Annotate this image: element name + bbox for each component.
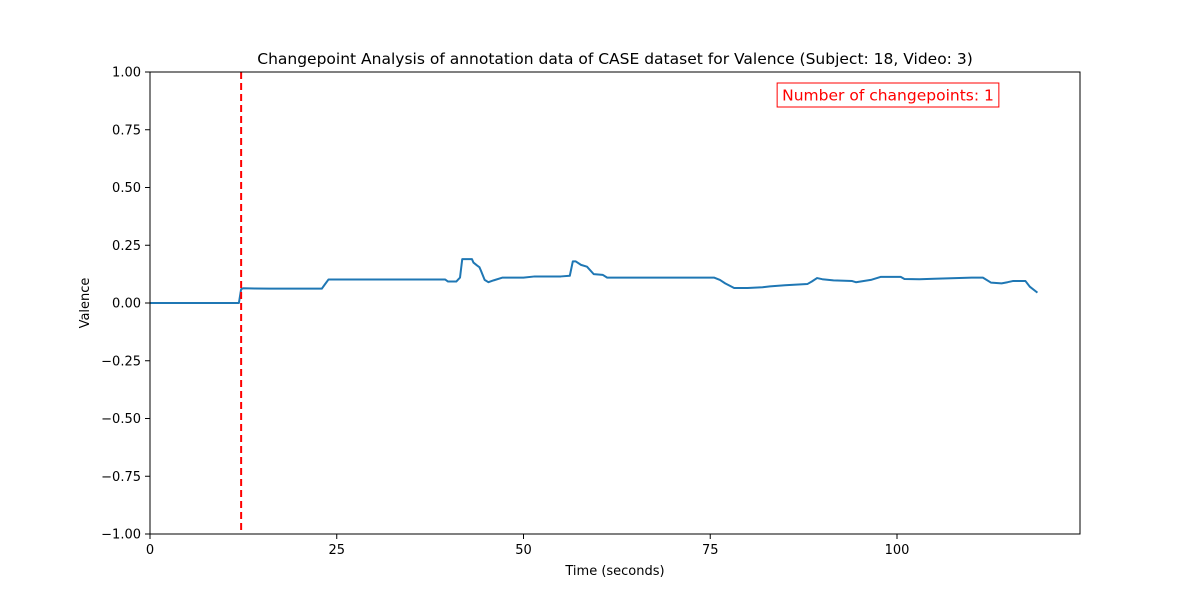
series-line-0: [150, 258, 1039, 304]
x-tick-label: 0: [146, 543, 154, 558]
x-tick-label: 25: [328, 543, 345, 558]
annotation-box: [776, 82, 1000, 108]
annotation-text: Number of changepoints: 1: [782, 87, 994, 105]
y-axis-label: Valence: [78, 278, 93, 329]
chart-title: Changepoint Analysis of annotation data …: [257, 50, 973, 68]
changepoint-count-annotation: Number of changepoints: 1: [776, 82, 1000, 108]
y-tick-label: 0.50: [112, 181, 141, 196]
plot-area: [150, 72, 1039, 534]
x-tick-label: 100: [885, 543, 910, 558]
y-tick-label: 0.75: [112, 123, 141, 138]
x-axis-label: Time (seconds): [564, 564, 664, 579]
y-tick-label: −0.75: [101, 470, 141, 485]
y-tick-label: 1.00: [112, 66, 141, 81]
y-tick-label: −1.00: [101, 528, 141, 543]
y-tick-label: −0.25: [101, 354, 141, 369]
x-tick-label: 50: [515, 543, 532, 558]
axes: 0 25 50 75 100 −1.00 −0.75 −0.50 −0.25 0.00 0.25 0.…: [101, 66, 1081, 558]
y-tick-label: 0.25: [112, 239, 141, 254]
y-tick-label: −0.50: [101, 412, 141, 427]
y-tick-label: 0.00: [112, 297, 141, 312]
x-tick-label: 75: [702, 543, 719, 558]
